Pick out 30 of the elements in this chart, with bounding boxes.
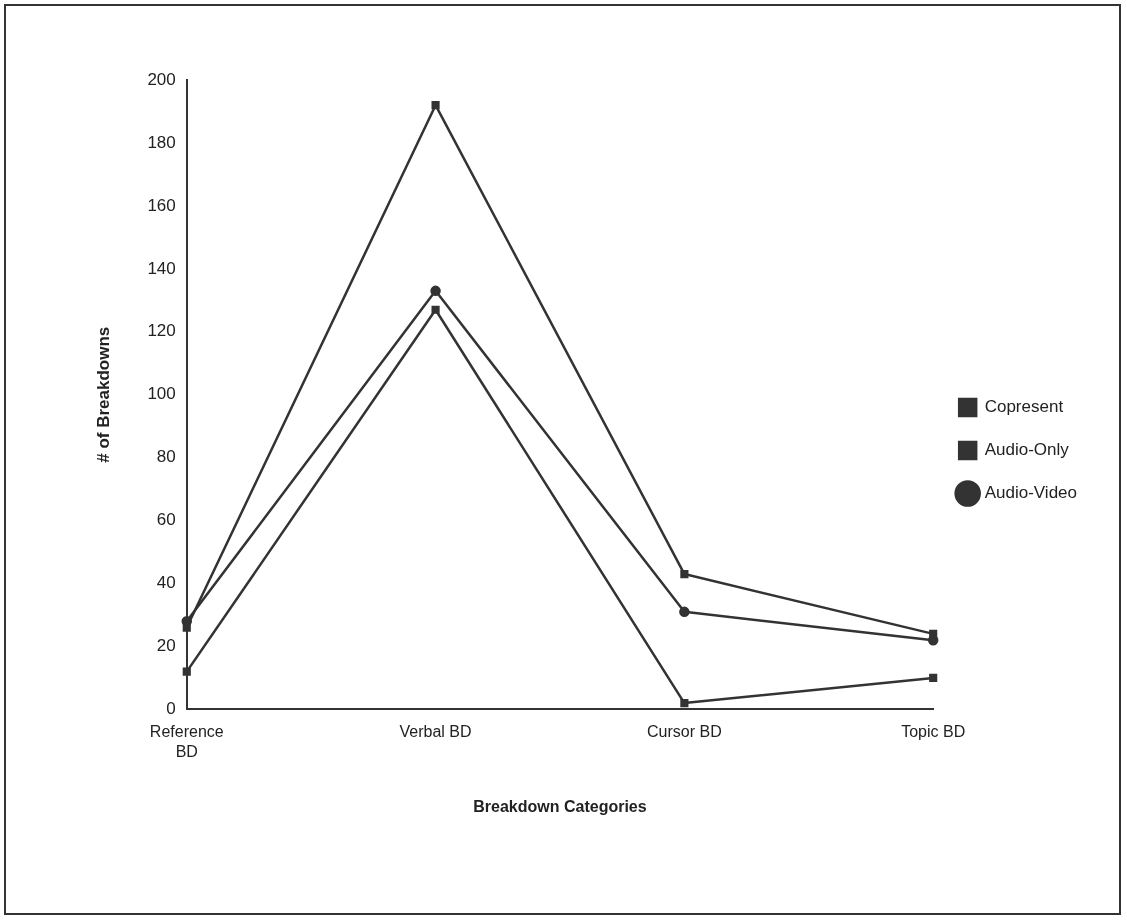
point: [430, 285, 441, 297]
point: [431, 305, 440, 314]
y-tick-label: 60: [156, 510, 176, 530]
point: [680, 570, 689, 579]
y-tick-label: 180: [147, 132, 176, 152]
y-tick-label: 200: [147, 69, 176, 89]
point: [182, 667, 191, 676]
point: [929, 629, 938, 638]
x-tick-label: Topic BD: [901, 723, 966, 741]
y-tick-label: 40: [156, 573, 176, 593]
y-tick-label: 80: [156, 447, 176, 467]
legend-label: Audio-Only: [984, 440, 1070, 460]
point: [680, 699, 689, 708]
y-tick-label: 160: [147, 195, 176, 215]
y-tick-label: 100: [147, 384, 176, 404]
x-axis-title: Breakdown Categories: [473, 797, 647, 815]
x-tick-label: Reference BD: [149, 723, 224, 760]
point: [182, 623, 191, 632]
point: [679, 606, 690, 618]
point: [431, 101, 440, 110]
y-tick-label: 120: [147, 321, 176, 341]
y-tick-label: 0: [166, 699, 176, 719]
legend-label: Audio-Video: [984, 483, 1078, 503]
y-tick-label: 20: [156, 636, 176, 656]
y-tick-label: 140: [147, 258, 176, 278]
legend-label: Copresent: [984, 397, 1064, 417]
x-tick-label: Verbal BD: [399, 723, 472, 741]
y-axis-title: # of Breakdowns: [93, 326, 113, 463]
x-tick-label: Cursor BD: [647, 723, 722, 741]
point: [929, 673, 938, 683]
